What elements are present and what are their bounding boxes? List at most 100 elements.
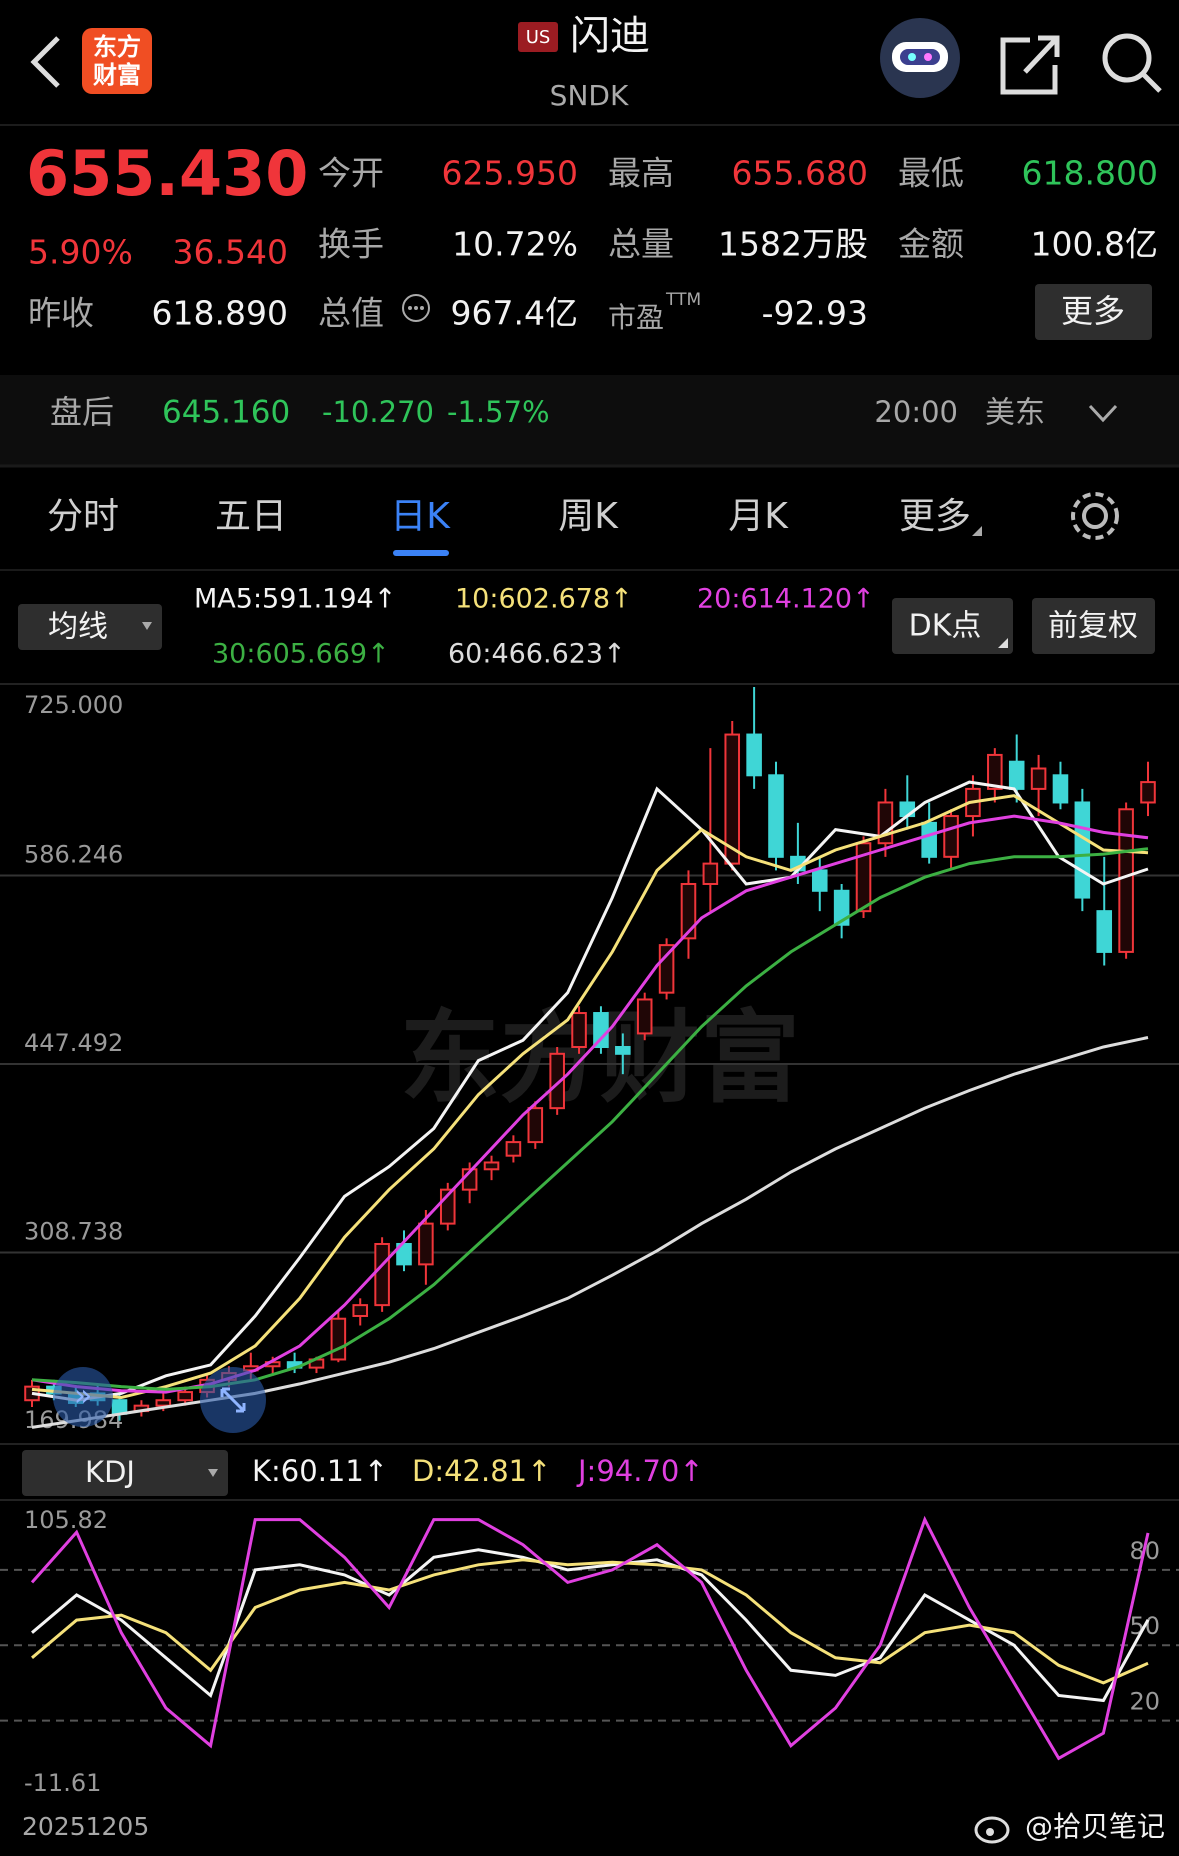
symbol: SNDK — [550, 79, 629, 112]
candle-body — [921, 821, 937, 858]
y-tick-label: 447.492 — [24, 1029, 123, 1057]
after-time: 20:00 — [874, 395, 958, 429]
adjust-button[interactable] — [1032, 598, 1155, 654]
kdj-selector[interactable] — [22, 1450, 228, 1496]
candle-body — [483, 1161, 500, 1171]
field-label: 总值 — [318, 294, 384, 333]
ma-label: MA5:591.194↑ — [194, 584, 396, 615]
candle-body — [1008, 760, 1025, 790]
candle-body — [505, 1141, 522, 1157]
candle-body — [1140, 781, 1156, 804]
back-button[interactable] — [30, 36, 60, 88]
assistant-avatar[interactable] — [880, 18, 960, 98]
more-button[interactable] — [1035, 284, 1152, 340]
candle-body — [702, 862, 719, 885]
after-pct: -1.57% — [447, 395, 550, 429]
ma-label: 30:605.669↑ — [212, 639, 390, 670]
market-badge — [518, 22, 558, 52]
dropdown-icon — [208, 1469, 218, 1477]
candle-body — [549, 1052, 565, 1110]
expand-icon[interactable] — [1088, 404, 1118, 423]
candle-body — [571, 1012, 587, 1049]
k-label: K:60.11↑ — [252, 1454, 388, 1488]
scroll-button[interactable] — [53, 1367, 113, 1427]
tab[interactable]: 五日 — [215, 496, 287, 537]
candle-body — [418, 1222, 434, 1266]
field-value: 625.950 — [442, 154, 578, 193]
candle-body — [1096, 910, 1113, 953]
ma-label: 20:614.120↑ — [697, 584, 875, 615]
adjust-label: 前复权 — [1048, 609, 1138, 644]
more-label: 更多 — [1061, 292, 1125, 330]
dk-label: DK点 — [909, 609, 982, 644]
y-tick-label: 586.246 — [24, 841, 123, 869]
tab[interactable]: 月K — [728, 496, 789, 537]
logo-text: 财富 — [93, 61, 141, 89]
info-icon[interactable] — [402, 294, 430, 322]
settings-button[interactable] — [1071, 492, 1119, 540]
share-button[interactable] — [1000, 35, 1060, 95]
field-value: 10.72% — [452, 225, 578, 264]
credit: @拾贝笔记 — [1025, 1810, 1165, 1843]
ma-selector-label: 均线 — [48, 610, 108, 645]
change-pct: 5.90% — [28, 233, 133, 272]
field-value: 967.4亿 — [451, 294, 578, 333]
dk-button[interactable] — [892, 598, 1013, 654]
ma-label: 60:466.623↑ — [448, 639, 626, 670]
field-value: 1582万股 — [718, 225, 868, 264]
d-label: D:42.81↑ — [412, 1454, 551, 1488]
candle-body — [1030, 767, 1047, 790]
field-value: 655.680 — [732, 154, 868, 193]
ma-label: 10:602.678↑ — [455, 584, 633, 615]
after-label: 盘后 — [50, 393, 114, 431]
search-button[interactable] — [1102, 33, 1162, 93]
candle-body — [615, 1046, 631, 1055]
candle-body — [768, 774, 784, 858]
field-label: 昨收 — [28, 294, 94, 333]
candle-body — [155, 1399, 172, 1407]
tab[interactable]: 分时 — [47, 496, 119, 537]
corner-icon — [998, 638, 1008, 648]
candle-body — [943, 815, 959, 858]
y-tick-label: 20 — [1129, 1688, 1160, 1716]
tab[interactable]: 更多 — [899, 496, 971, 537]
candle-body — [680, 882, 697, 940]
y-tick-label: 725.000 — [24, 691, 123, 719]
y-tick-label: 308.738 — [24, 1218, 123, 1246]
field-label: 市盈 — [608, 301, 664, 334]
after-zone: 美东 — [985, 396, 1045, 431]
candle-body — [811, 869, 828, 892]
dropdown-icon — [972, 526, 982, 536]
logo-text: 东方 — [93, 33, 141, 61]
stock-name: 闪迪 — [570, 13, 650, 59]
y-tick-label: 105.82 — [24, 1506, 108, 1534]
tab[interactable]: 日K — [390, 496, 451, 537]
candle-body — [855, 842, 872, 913]
change: 36.540 — [173, 233, 288, 272]
candle-body — [1118, 808, 1134, 953]
field-value: -92.93 — [762, 294, 868, 333]
candle-body — [396, 1242, 412, 1266]
candle-body — [1074, 801, 1091, 899]
after-change: -10.270 — [322, 395, 434, 429]
candle-body — [1052, 774, 1069, 804]
tab[interactable]: 周K — [558, 496, 619, 537]
x-label: 20251205 — [22, 1812, 149, 1841]
ma-selector[interactable] — [18, 604, 162, 650]
j-label: J:94.70↑ — [576, 1454, 704, 1488]
candle-body — [636, 998, 653, 1035]
field-label: 今开 — [318, 154, 384, 193]
field-value: 100.8亿 — [1031, 225, 1158, 264]
line-series — [30, 1515, 1150, 1761]
market: US — [526, 27, 551, 48]
line-series — [31, 1558, 1149, 1685]
candle-body — [527, 1107, 544, 1144]
line-series — [31, 794, 1149, 1400]
line-series — [31, 1548, 1150, 1703]
candle-body — [724, 733, 741, 865]
weibo-icon — [974, 1816, 1010, 1844]
field-value: 618.890 — [152, 294, 288, 333]
scroll-icon: » — [74, 1379, 92, 1414]
zoom-icon — [220, 1387, 246, 1413]
